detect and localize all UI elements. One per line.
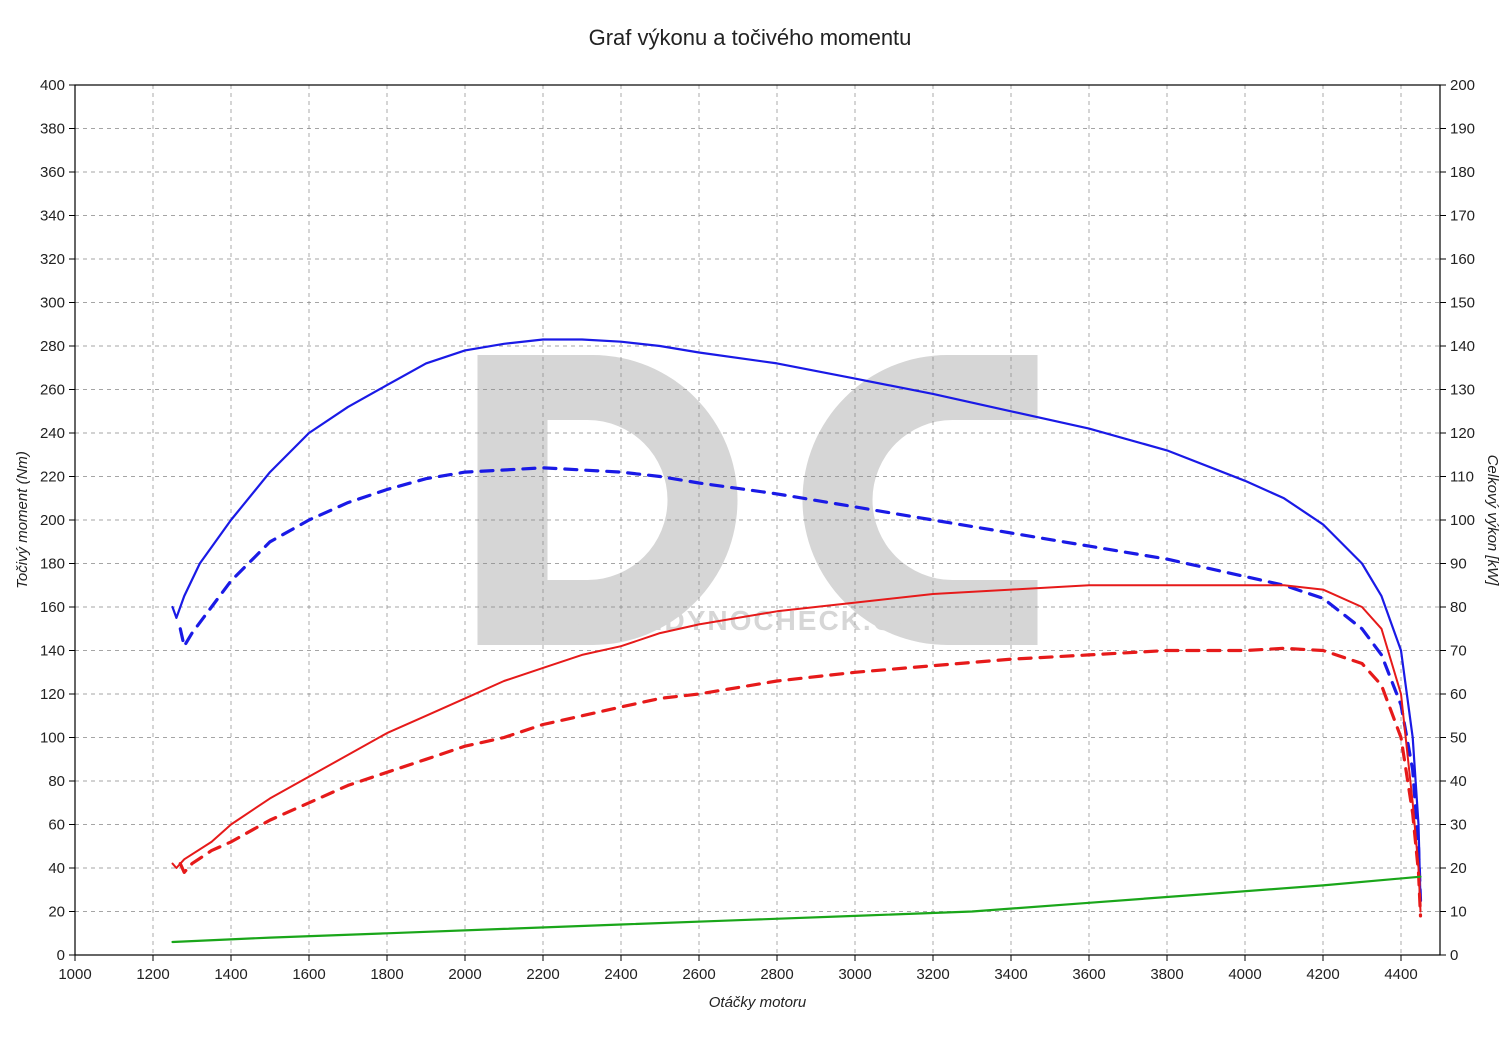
y-left-tick: 220 <box>40 469 65 486</box>
y-right-tick: 60 <box>1450 686 1467 703</box>
series-loss <box>173 877 1421 942</box>
dyno-chart: Graf výkonu a točivého momentu WWW.DYNOC… <box>0 0 1500 1041</box>
y-right-tick: 100 <box>1450 512 1475 529</box>
y-left-tick: 280 <box>40 338 65 355</box>
y-right-tick: 110 <box>1450 469 1474 486</box>
y-left-tick: 320 <box>40 251 65 268</box>
x-tick: 4000 <box>1228 966 1261 983</box>
x-tick: 2400 <box>604 966 637 983</box>
y-right-tick: 10 <box>1450 904 1467 921</box>
y-right-tick: 120 <box>1450 425 1475 442</box>
x-tick: 4200 <box>1306 966 1339 983</box>
x-tick: 3800 <box>1150 966 1183 983</box>
y-left-tick: 180 <box>40 556 65 573</box>
y-left-tick-labels: 0 20 40 60 80 100 120 140 160 180 200 220 240 260 280 3… <box>40 77 75 964</box>
x-tick: 2200 <box>526 966 559 983</box>
y-right-tick: 20 <box>1450 860 1467 877</box>
y-left-tick: 100 <box>40 730 65 747</box>
y-left-tick: 120 <box>40 686 65 703</box>
y-left-tick: 160 <box>40 599 65 616</box>
x-tick: 4400 <box>1384 966 1417 983</box>
y-left-tick: 300 <box>40 295 65 312</box>
chart-svg: Graf výkonu a točivého momentu WWW.DYNOC… <box>0 0 1500 1041</box>
x-tick: 1200 <box>136 966 169 983</box>
grid <box>75 85 1440 955</box>
y-left-tick: 200 <box>40 512 65 529</box>
x-tick: 1800 <box>370 966 403 983</box>
x-tick: 3000 <box>838 966 871 983</box>
x-tick: 2800 <box>760 966 793 983</box>
y-right-tick: 70 <box>1450 643 1467 660</box>
y-right-tick: 170 <box>1450 208 1475 225</box>
y-right-tick: 40 <box>1450 773 1467 790</box>
watermark-letter-c <box>803 355 1038 645</box>
y-right-tick: 90 <box>1450 556 1467 573</box>
y-left-axis-label: Točivý moment (Nm) <box>14 451 31 589</box>
x-tick-labels: 1000 1200 1400 1600 1800 2000 2200 2400 2600 2800… <box>58 955 1417 983</box>
x-tick: 1600 <box>292 966 325 983</box>
y-right-tick: 0 <box>1450 947 1458 964</box>
y-right-tick: 130 <box>1450 382 1475 399</box>
y-right-tick: 30 <box>1450 817 1467 834</box>
series-group <box>173 340 1421 943</box>
y-right-tick: 190 <box>1450 121 1475 138</box>
y-right-tick: 200 <box>1450 77 1475 94</box>
chart-title: Graf výkonu a točivého momentu <box>589 25 912 50</box>
x-axis-label: Otáčky motoru <box>709 994 807 1011</box>
x-tick: 2600 <box>682 966 715 983</box>
y-right-tick: 160 <box>1450 251 1475 268</box>
y-left-tick: 80 <box>48 773 65 790</box>
x-tick: 2000 <box>448 966 481 983</box>
x-tick: 3400 <box>994 966 1027 983</box>
y-right-tick: 150 <box>1450 295 1475 312</box>
y-right-axis-label: Celkový výkon [kW] <box>1484 455 1500 587</box>
x-tick: 3200 <box>916 966 949 983</box>
y-left-tick: 360 <box>40 164 65 181</box>
y-left-tick: 140 <box>40 643 65 660</box>
y-right-tick: 140 <box>1450 338 1475 355</box>
x-tick: 3600 <box>1072 966 1105 983</box>
y-left-tick: 260 <box>40 382 65 399</box>
y-left-tick: 340 <box>40 208 65 225</box>
y-left-tick: 20 <box>48 904 65 921</box>
watermark-url: WWW.DYNOCHECK.COM <box>571 605 944 636</box>
y-left-tick: 240 <box>40 425 65 442</box>
y-left-tick: 0 <box>57 947 65 964</box>
series-torque_stock <box>180 468 1420 901</box>
x-tick: 1000 <box>58 966 91 983</box>
y-left-tick: 380 <box>40 121 65 138</box>
y-left-tick: 60 <box>48 817 65 834</box>
y-right-tick-labels: 0 10 20 30 40 50 60 70 80 90 100 110 120 130 140 150 160… <box>1440 77 1475 964</box>
y-left-tick: 400 <box>40 77 65 94</box>
series-power_stock <box>180 648 1420 916</box>
y-right-tick: 50 <box>1450 730 1467 747</box>
y-right-tick: 80 <box>1450 599 1467 616</box>
y-left-tick: 40 <box>48 860 65 877</box>
y-right-tick: 180 <box>1450 164 1475 181</box>
x-tick: 1400 <box>214 966 247 983</box>
